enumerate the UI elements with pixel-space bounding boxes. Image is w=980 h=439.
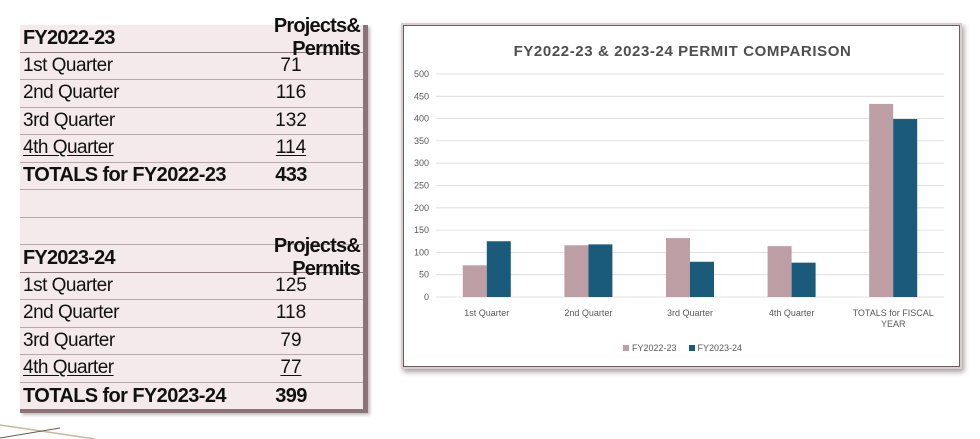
table-total-row: TOTALS for FY2023-24 399 (20, 383, 363, 411)
table-row: 3rd Quarter 79 (20, 328, 363, 355)
permits-table: FY2022-23 Projects& Permits 1st Quarter … (20, 15, 368, 413)
y-tick-label: 100 (414, 247, 429, 257)
table-spacer-row (20, 190, 363, 218)
table-row: 2nd Quarter 116 (20, 80, 363, 108)
y-tick-label: 150 (414, 225, 429, 235)
row-label: 2nd Quarter (23, 302, 119, 324)
x-tick-label: TOTALS for FISCAL (853, 308, 934, 318)
table-spacer-row (20, 218, 363, 245)
x-tick-label: 2nd Quarter (564, 308, 612, 318)
row-value: 125 (275, 274, 307, 296)
row-value: 116 (275, 82, 307, 104)
column-header: Projects& Permits (273, 15, 361, 61)
y-tick-label: 250 (414, 181, 429, 191)
y-tick-label: 500 (414, 69, 429, 79)
bar-fy2022-23 (767, 246, 792, 297)
y-tick-label: 0 (424, 292, 429, 302)
fy-label: FY2022-23 (23, 26, 116, 49)
bar-fy2023-24 (893, 119, 918, 298)
bar-fy2023-24 (486, 241, 511, 297)
total-label: TOTALS for FY2023-24 (23, 384, 226, 407)
y-tick-label: 400 (414, 114, 429, 124)
table-row: 1st Quarter 125 (20, 273, 363, 300)
bar-fy2022-23 (666, 238, 690, 297)
legend-label: FY2023-24 (697, 343, 743, 353)
row-label: 1st Quarter (23, 54, 113, 76)
table-row: 3rd Quarter 132 (20, 108, 363, 135)
x-tick-label: 4th Quarter (769, 308, 815, 318)
y-tick-label: 450 (414, 91, 429, 101)
chart-plot: 0 50 100 150 200 250 300 350 400 450 500 1st Quarte… (414, 69, 944, 329)
row-label: 3rd Quarter (23, 329, 115, 351)
bar-fy2022-23 (564, 245, 589, 297)
y-tick-label: 200 (414, 203, 429, 213)
y-tick-label: 300 (414, 158, 429, 168)
row-label: 2nd Quarter (23, 82, 119, 104)
row-value: 79 (280, 329, 302, 351)
x-tick-label: 3rd Quarter (667, 308, 713, 318)
total-label: TOTALS for FY2022-23 (23, 164, 226, 187)
table-row: 2nd Quarter 118 (20, 300, 363, 328)
row-value: 118 (275, 302, 307, 324)
row-label: 1st Quarter (23, 274, 113, 296)
table-row: 4th Quarter 77 (20, 355, 363, 383)
fy-label: FY2023-24 (23, 246, 116, 269)
row-label: 3rd Quarter (23, 109, 115, 131)
row-value: 77 (280, 357, 302, 379)
table-header-fy2022-23: FY2022-23 Projects& Permits (20, 15, 363, 60)
row-value: 114 (275, 137, 307, 159)
row-label: 4th Quarter (23, 357, 114, 379)
legend-item: FY2023-24 (688, 343, 743, 353)
bar-fy2023-24 (588, 244, 613, 297)
row-value: 132 (275, 109, 307, 131)
x-tick-label: 1st Quarter (464, 308, 509, 318)
total-value: 399 (275, 384, 307, 407)
total-value: 433 (275, 164, 307, 187)
legend-label: FY2022-23 (631, 343, 677, 353)
bar-fy2022-23 (462, 265, 487, 297)
bar-fy2023-24 (690, 261, 714, 297)
row-label: 4th Quarter (23, 137, 114, 159)
permit-comparison-chart: FY2022-23 & 2023-24 PERMIT COMPARISON 0 5… (403, 25, 960, 367)
y-tick-label: 350 (414, 136, 429, 146)
legend-item: FY2022-23 (622, 343, 677, 353)
chart-legend: FY2022-23 FY2023-24 (404, 343, 961, 353)
legend-swatch (622, 345, 629, 351)
table-header-fy2023-24: FY2023-24 Projects& Permits (20, 235, 363, 280)
bar-fy2023-24 (791, 262, 816, 297)
x-tick-label: YEAR (881, 319, 906, 329)
table-row: 4th Quarter 114 (20, 135, 363, 163)
column-header: Projects& Permits (273, 235, 361, 281)
chart-title: FY2022-23 & 2023-24 PERMIT COMPARISON (513, 43, 852, 60)
table-total-row: TOTALS for FY2022-23 433 (20, 163, 363, 190)
legend-swatch (688, 345, 695, 351)
bar-fy2022-23 (869, 103, 894, 297)
row-value: 71 (280, 54, 302, 76)
table-row: 1st Quarter 71 (20, 53, 363, 80)
y-tick-label: 50 (419, 270, 429, 280)
